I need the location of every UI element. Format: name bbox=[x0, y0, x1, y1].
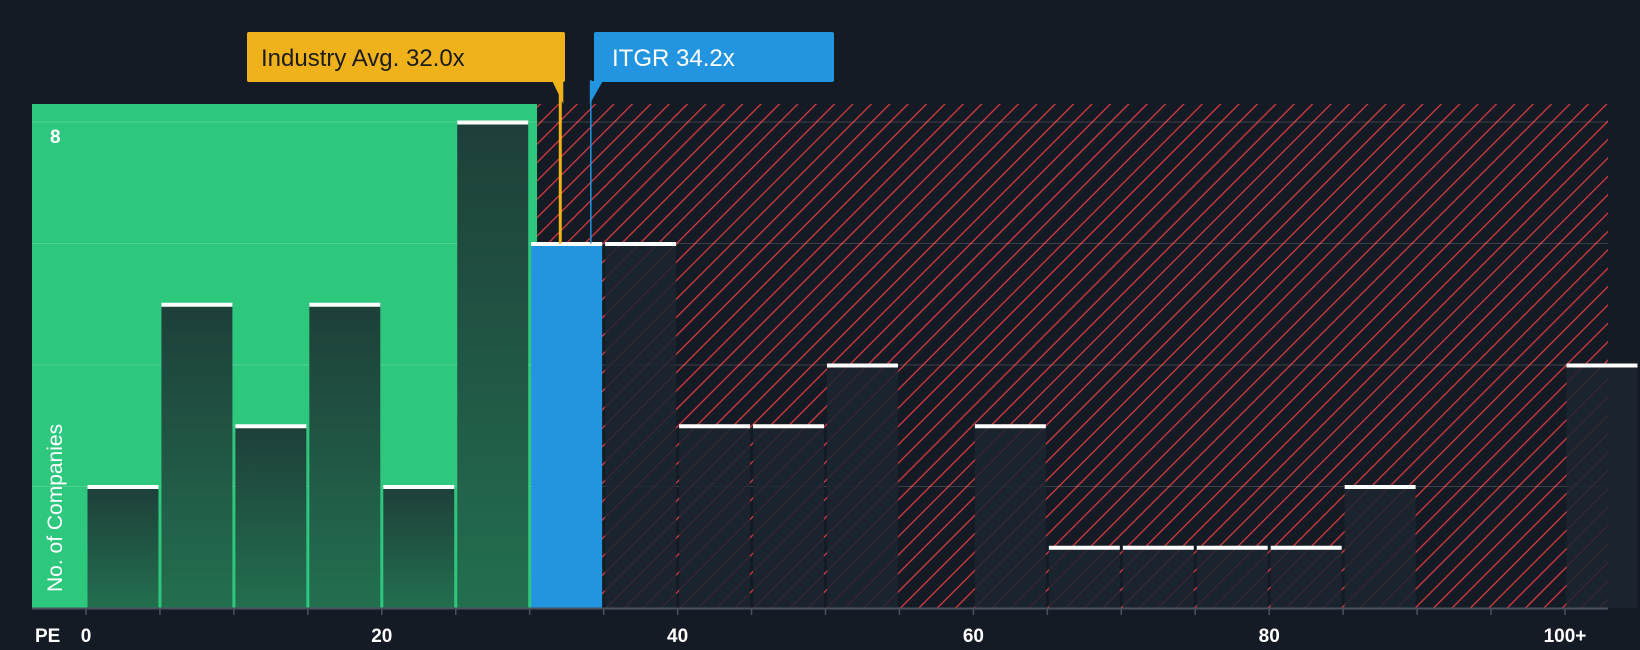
x-tick-label: 20 bbox=[371, 626, 392, 647]
bar bbox=[309, 304, 381, 608]
company-callout bbox=[594, 32, 834, 82]
bar-cap bbox=[161, 302, 233, 307]
x-tick-label: 0 bbox=[81, 626, 92, 647]
industry-avg-label: Industry Avg. 32.0x bbox=[261, 45, 465, 72]
bar-cap bbox=[383, 485, 455, 489]
bar bbox=[1566, 365, 1638, 608]
y-axis-title: No. of Companies bbox=[44, 424, 67, 592]
bar bbox=[1048, 547, 1120, 608]
bar-cap bbox=[457, 120, 529, 125]
bar bbox=[827, 365, 898, 608]
bar-cap bbox=[87, 485, 159, 489]
bar-cap bbox=[974, 424, 1046, 429]
company-label: ITGR 34.2x bbox=[612, 45, 735, 72]
bar bbox=[1196, 547, 1268, 608]
bar-cap bbox=[235, 424, 307, 429]
company-pointer bbox=[589, 81, 603, 104]
bar-cap bbox=[753, 424, 824, 429]
bar-cap bbox=[1270, 545, 1342, 550]
bar bbox=[974, 425, 1046, 608]
bar bbox=[1344, 486, 1416, 608]
bar bbox=[235, 425, 307, 608]
bar-cap bbox=[679, 424, 751, 429]
bar bbox=[753, 425, 824, 608]
x-tick-label: 40 bbox=[667, 626, 688, 647]
bar-cap bbox=[1344, 485, 1416, 489]
bar bbox=[1270, 547, 1342, 608]
bar-cap bbox=[1566, 363, 1638, 368]
bar-highlighted bbox=[531, 243, 603, 608]
bar-cap bbox=[531, 242, 603, 246]
bar-cap bbox=[1122, 545, 1194, 550]
bar bbox=[87, 486, 159, 608]
bar-cap bbox=[309, 302, 381, 307]
industry-avg-pointer bbox=[552, 81, 564, 104]
bar-cap bbox=[827, 363, 898, 368]
bar-cap bbox=[605, 242, 677, 246]
x-tick-label: 60 bbox=[963, 626, 984, 647]
bar bbox=[161, 304, 233, 608]
industry-avg-callout bbox=[247, 32, 565, 82]
bar bbox=[1122, 547, 1194, 608]
bar bbox=[679, 425, 751, 608]
bar-cap bbox=[1048, 545, 1120, 550]
bar bbox=[383, 486, 455, 608]
x-axis-title: PE bbox=[35, 626, 60, 647]
x-tick-label: 80 bbox=[1259, 626, 1280, 647]
bar bbox=[605, 243, 677, 608]
bar bbox=[457, 122, 529, 608]
bar-cap bbox=[1196, 545, 1268, 550]
x-tick-label: 100+ bbox=[1544, 626, 1587, 647]
y-tick-label: 8 bbox=[50, 127, 61, 148]
